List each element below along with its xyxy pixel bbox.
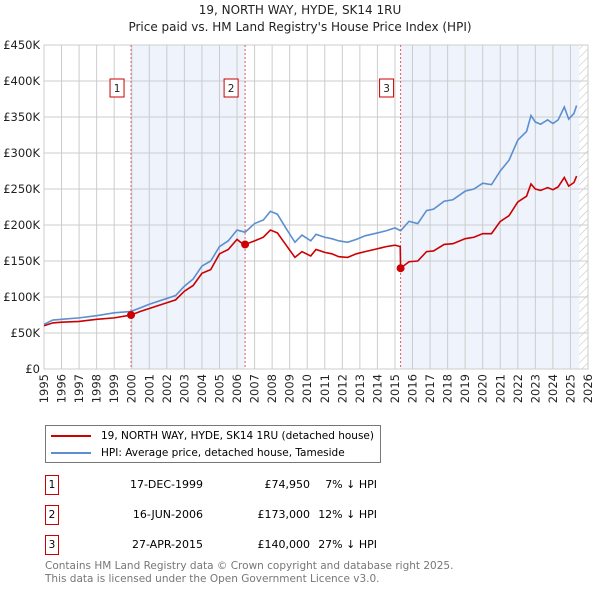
y-tick-label: £0: [25, 362, 40, 376]
shaded-period: [131, 45, 246, 369]
x-tick-label: 2014: [370, 374, 384, 403]
x-tick-label: 1995: [37, 374, 51, 403]
legend-item-hpi: HPI: Average price, detached house, Tame…: [51, 445, 345, 461]
footer-line: This data is licensed under the Open Gov…: [45, 573, 380, 585]
x-tick-label: 2007: [248, 374, 262, 403]
x-tick-label: 2000: [125, 374, 139, 403]
x-tick-label: 2011: [318, 374, 332, 403]
x-tick-label: 2015: [388, 374, 402, 403]
plot-border: [43, 44, 589, 370]
legend: 19, NORTH WAY, HYDE, SK14 1RU (detached …: [45, 425, 381, 463]
x-tick-label: 2012: [335, 374, 349, 403]
x-tick-label: 2013: [353, 374, 367, 403]
x-tick-label: 2017: [423, 374, 437, 403]
sale-marker-box: 3: [45, 535, 59, 555]
sale-hpi-diff: 7% ↓ HPI: [325, 478, 377, 491]
y-tick-label: £400K: [3, 74, 40, 88]
sale-label: 3: [383, 83, 390, 95]
x-tick-label: 2021: [493, 374, 507, 403]
y-tick-label: £100K: [3, 290, 40, 304]
x-tick-label: 2016: [406, 374, 420, 403]
sale-label: 2: [228, 83, 235, 95]
x-tick-label: 2010: [300, 374, 314, 403]
x-tick-label: 2009: [283, 374, 297, 403]
x-tick-label: 2018: [441, 374, 455, 403]
x-tick-label: 2008: [265, 374, 279, 403]
x-tick-label: 2020: [476, 374, 490, 403]
x-tick-label: 2023: [528, 374, 542, 403]
sale-marker-box: 1: [45, 475, 59, 495]
x-tick-label: 2026: [581, 374, 595, 403]
legend-label: 19, NORTH WAY, HYDE, SK14 1RU (detached …: [101, 430, 374, 442]
legend-label: HPI: Average price, detached house, Tame…: [101, 447, 345, 459]
y-tick-label: £250K: [3, 182, 40, 196]
chart-subtitle: Price paid vs. HM Land Registry's House …: [128, 20, 472, 34]
x-tick-label: 1997: [72, 374, 86, 403]
sale-label: 1: [114, 83, 121, 95]
sale-price: £140,000: [257, 538, 311, 551]
sale-point: [127, 311, 136, 320]
property-price-line: [43, 175, 578, 327]
sale-price: £74,950: [264, 478, 311, 491]
x-tick-label: 2025: [563, 374, 577, 403]
footer: Contains HM Land Registry data © Crown c…: [45, 560, 453, 586]
sale-row: 2 16-JUN-2006 £173,000 12% ↓ HPI: [45, 505, 377, 525]
hpi-line: [43, 104, 578, 326]
y-tick-label: £450K: [3, 38, 40, 52]
y-tick-label: £50K: [11, 326, 41, 340]
sale-label-box: [379, 78, 395, 98]
sale-marker-box: 2: [45, 505, 59, 525]
sale-row: 3 27-APR-2015 £140,000 27% ↓ HPI: [45, 535, 377, 555]
legend-swatch-red: [51, 435, 91, 437]
forecast-hatch: [579, 45, 588, 369]
sale-point: [396, 264, 405, 273]
x-tick-label: 1998: [90, 374, 104, 403]
y-tick-label: £350K: [3, 110, 40, 124]
sale-hpi-diff: 12% ↓ HPI: [318, 508, 377, 521]
x-tick-label: 2005: [212, 374, 226, 403]
legend-item-property: 19, NORTH WAY, HYDE, SK14 1RU (detached …: [51, 428, 374, 444]
sale-date: 16-JUN-2006: [132, 508, 203, 521]
x-tick-label: 1999: [107, 374, 121, 403]
x-tick-label: 2022: [511, 374, 525, 403]
plot-area: 1995 1996 1997 1998 1999 2000 2001 2002 2003 2004…: [3, 38, 595, 403]
y-tick-label: £300K: [3, 146, 40, 160]
chart-title: 19, NORTH WAY, HYDE, SK14 1RU: [198, 3, 402, 17]
sale-point: [241, 240, 250, 249]
x-tick-label: 2004: [195, 374, 209, 403]
x-tick-label: 2003: [177, 374, 191, 403]
x-tick-label: 1996: [55, 374, 69, 403]
footer-line: Contains HM Land Registry data © Crown c…: [45, 560, 454, 572]
x-tick-label: 2024: [546, 374, 560, 403]
sale-hpi-diff: 27% ↓ HPI: [318, 538, 377, 551]
y-tick-label: £150K: [3, 254, 40, 268]
sale-price: £173,000: [257, 508, 311, 521]
x-tick-label: 2002: [160, 374, 174, 403]
sale-date: 27-APR-2015: [131, 538, 203, 551]
legend-swatch-blue: [51, 452, 91, 454]
sale-row: 1 17-DEC-1999 £74,950 7% ↓ HPI: [45, 475, 377, 495]
y-tick-label: £200K: [3, 218, 40, 232]
x-tick-label: 2019: [458, 374, 472, 403]
sale-date: 17-DEC-1999: [129, 478, 203, 491]
x-tick-label: 2001: [142, 374, 156, 403]
x-tick-label: 2006: [230, 374, 244, 403]
sale-label-box: [109, 78, 125, 98]
sale-label-box: [223, 78, 239, 98]
